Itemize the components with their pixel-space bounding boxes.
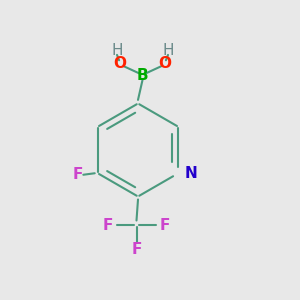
Text: F: F bbox=[72, 167, 83, 182]
Text: F: F bbox=[160, 218, 170, 232]
Text: O: O bbox=[113, 56, 127, 71]
Text: F: F bbox=[103, 218, 113, 232]
Text: H: H bbox=[111, 43, 123, 58]
Text: F: F bbox=[131, 242, 142, 257]
Text: H: H bbox=[162, 43, 174, 58]
Text: O: O bbox=[158, 56, 172, 71]
Text: N: N bbox=[185, 166, 198, 181]
Text: B: B bbox=[137, 68, 148, 83]
